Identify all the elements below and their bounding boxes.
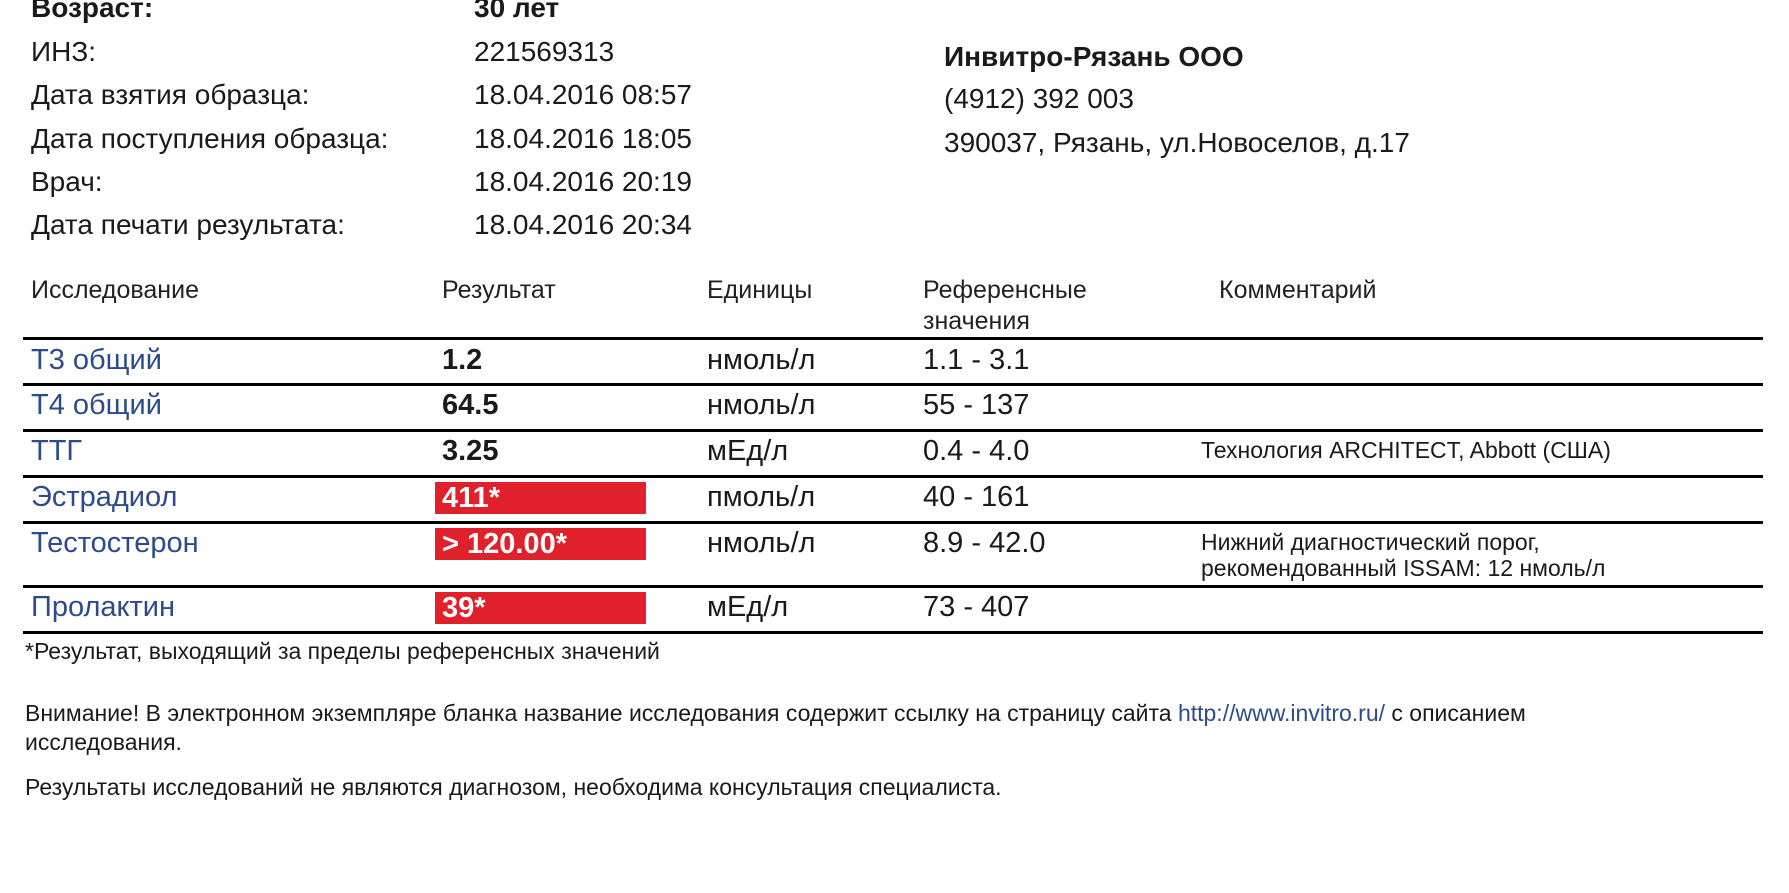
receipt-date-label: Дата поступления образца: xyxy=(31,123,389,154)
table-row: Т4 общий 64.5 нмоль/л 55 - 137 xyxy=(23,385,1763,429)
attention-after: с описанием xyxy=(1385,700,1526,726)
row-divider xyxy=(23,475,1763,478)
doctor-value: 18.04.2016 20:19 xyxy=(474,166,692,197)
units: мЕд/л xyxy=(707,591,789,623)
reference-range: 40 - 161 xyxy=(923,481,1030,513)
reference-range: 55 - 137 xyxy=(923,389,1030,421)
comment: Нижний диагностический порог, рекомендов… xyxy=(1201,529,1606,581)
row-divider xyxy=(23,429,1763,432)
out-of-range-note: *Результат, выходящий за пределы референ… xyxy=(25,638,660,664)
header-comment: Комментарий xyxy=(1219,276,1377,304)
header-ref: Референсные xyxy=(923,276,1087,304)
divider xyxy=(23,337,1763,340)
test-name-link[interactable]: ТТГ xyxy=(31,435,83,467)
age-label: Возраст: xyxy=(31,0,154,23)
test-name-link[interactable]: Т4 общий xyxy=(31,389,162,421)
attention-before: Внимание! В электронном экземпляре бланк… xyxy=(25,700,1178,726)
inz-value: 221569313 xyxy=(474,36,615,67)
units: нмоль/л xyxy=(707,389,816,421)
age-value: 30 лет xyxy=(474,0,560,23)
receipt-date-value: 18.04.2016 18:05 xyxy=(474,123,692,154)
units: пмоль/л xyxy=(707,481,816,513)
attention-text: Внимание! В электронном экземпляре бланк… xyxy=(25,700,1526,727)
row-divider xyxy=(23,585,1763,588)
invitro-link[interactable]: http://www.invitro.ru/ xyxy=(1177,700,1386,726)
lab-address: 390037, Рязань, ул.Новоселов, д.17 xyxy=(944,127,1410,158)
test-name-link[interactable]: Пролактин xyxy=(31,591,176,623)
inz-label: ИНЗ: xyxy=(31,36,97,67)
row-divider xyxy=(23,383,1763,386)
reference-range: 73 - 407 xyxy=(923,591,1030,623)
disclaimer: Результаты исследований не являются диаг… xyxy=(25,774,1002,800)
table-row: Эстрадиол 411* пмоль/л 40 - 161 xyxy=(23,477,1763,521)
table-row: Т3 общий 1.2 нмоль/л 1.1 - 3.1 xyxy=(23,340,1763,383)
header-test: Исследование xyxy=(31,276,199,304)
sample-date-value: 18.04.2016 08:57 xyxy=(474,79,692,110)
print-date-value: 18.04.2016 20:34 xyxy=(474,209,692,240)
result-value: > 120.00* xyxy=(435,528,646,560)
units: нмоль/л xyxy=(707,527,816,559)
row-divider xyxy=(23,521,1763,524)
result-value: 64.5 xyxy=(442,389,499,421)
result-value: 3.25 xyxy=(442,435,499,467)
lab-name: Инвитро-Рязань ООО xyxy=(944,41,1244,72)
sample-date-label: Дата взятия образца: xyxy=(31,79,310,110)
header-ref-2: значения xyxy=(923,307,1030,335)
test-name-link[interactable]: Тестостерон xyxy=(31,527,199,559)
header-result: Результат xyxy=(442,276,556,304)
result-value: 411* xyxy=(435,482,646,514)
test-name-link[interactable]: Эстрадиол xyxy=(31,481,178,513)
comment: Технология ARCHITECT, Abbott (США) xyxy=(1201,437,1611,463)
units: мЕд/л xyxy=(707,435,789,467)
table-row: Пролактин 39* мЕд/л 73 - 407 xyxy=(23,587,1763,631)
header-units: Единицы xyxy=(707,276,813,304)
lab-phone: (4912) 392 003 xyxy=(944,83,1134,114)
row-divider xyxy=(23,631,1763,634)
table-row: Тестостерон > 120.00* нмоль/л 8.9 - 42.0 Ниж… xyxy=(23,523,1763,585)
test-name-link[interactable]: Т3 общий xyxy=(31,344,162,376)
doctor-label: Врач: xyxy=(31,166,103,197)
attention-line2: исследования. xyxy=(25,729,182,755)
units: нмоль/л xyxy=(707,344,816,376)
reference-range: 8.9 - 42.0 xyxy=(923,527,1046,559)
print-date-label: Дата печати результата: xyxy=(31,209,345,240)
result-value: 1.2 xyxy=(442,344,483,376)
result-value: 39* xyxy=(435,592,646,624)
reference-range: 0.4 - 4.0 xyxy=(923,435,1030,467)
table-row: ТТГ 3.25 мЕд/л 0.4 - 4.0 Технология ARCHITEC… xyxy=(23,431,1763,475)
reference-range: 1.1 - 3.1 xyxy=(923,344,1030,376)
